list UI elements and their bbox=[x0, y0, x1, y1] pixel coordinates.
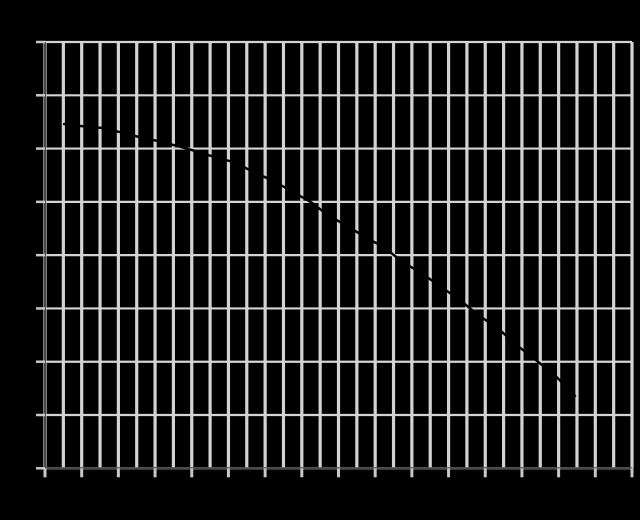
x-ticks bbox=[43, 468, 634, 478]
y-ticks bbox=[36, 40, 45, 470]
data-line-series-1 bbox=[62, 122, 577, 397]
